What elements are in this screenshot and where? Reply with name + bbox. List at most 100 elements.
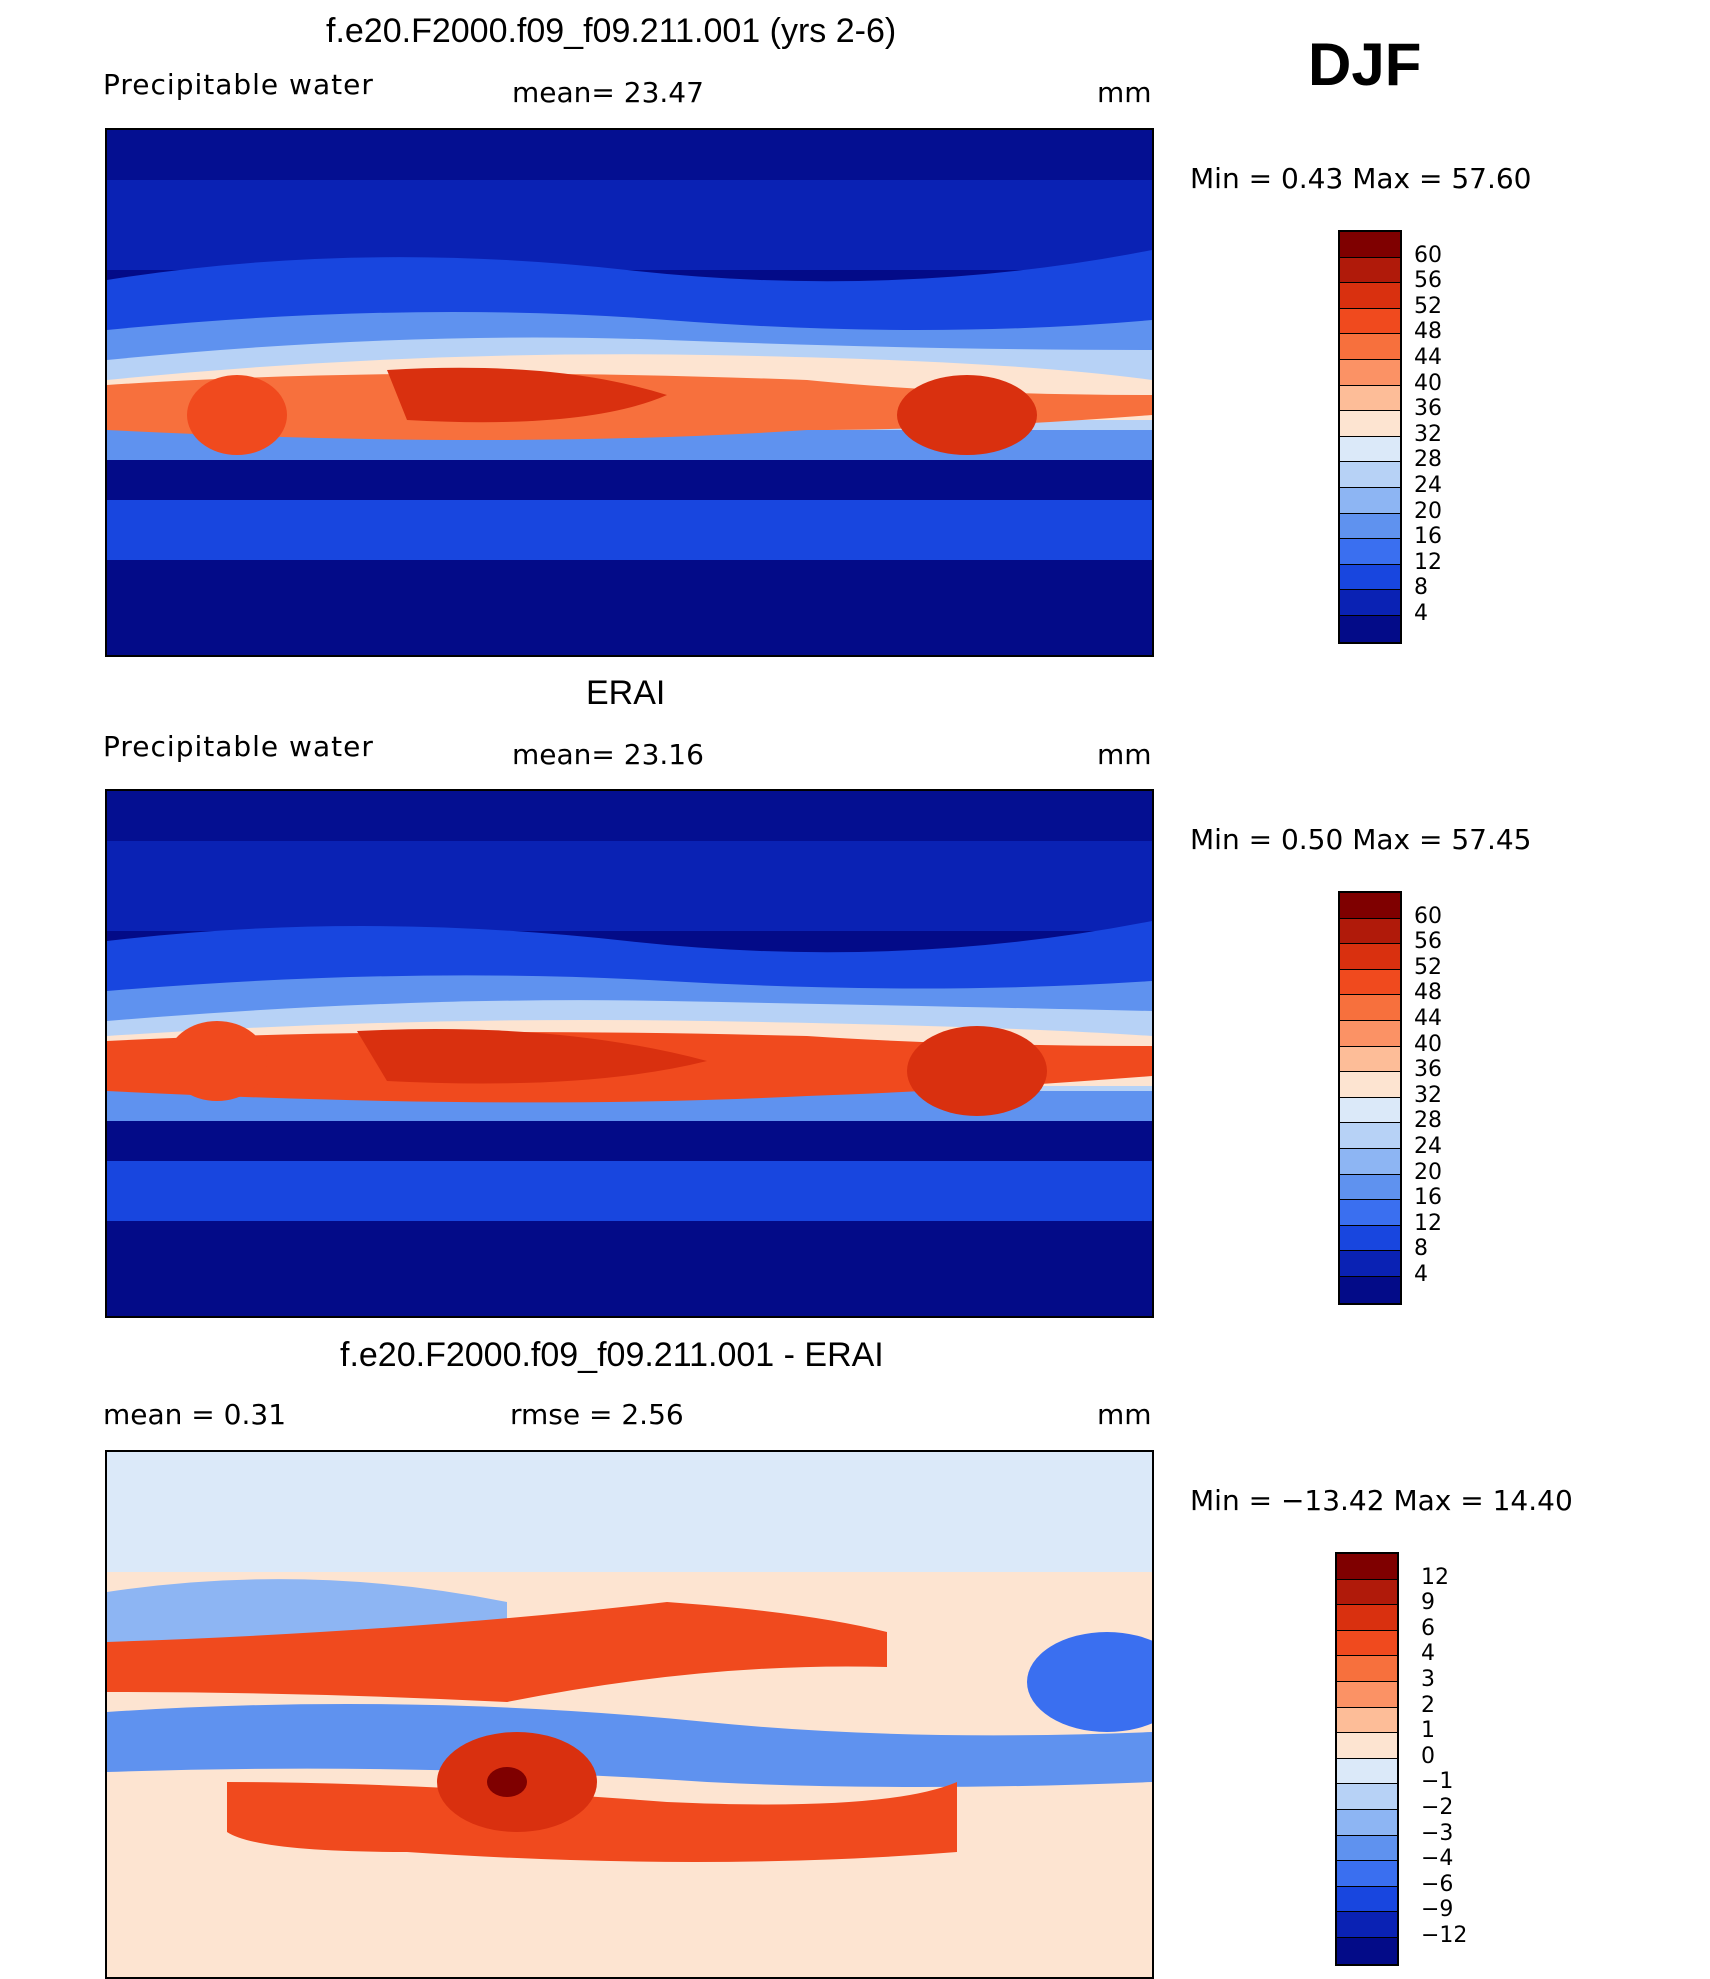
colorbar-tick-label: −4	[1421, 1846, 1454, 1872]
panel-rmse-label: rmse = 2.56	[510, 1398, 684, 1431]
colorbar-swatch	[1340, 1046, 1400, 1073]
colorbar-swatch	[1340, 308, 1400, 335]
map-model-precipitable-water	[105, 128, 1154, 657]
colorbar-swatch	[1340, 232, 1400, 258]
panel-variable-label: Precipitable water	[103, 730, 374, 763]
colorbar-tick-label: 56	[1414, 268, 1442, 294]
colorbar-swatch	[1337, 1835, 1397, 1862]
colorbar-tick-label: 48	[1414, 980, 1442, 1006]
colorbar-swatch	[1337, 1707, 1397, 1734]
colorbar-tick-label: 12	[1414, 549, 1442, 575]
colorbar-tick-label: 20	[1414, 498, 1442, 524]
colorbar-tick-label: 44	[1414, 1006, 1442, 1031]
colorbar-swatch	[1340, 1174, 1400, 1201]
colorbar-swatch	[1340, 1123, 1400, 1149]
colorbar-swatch	[1337, 1605, 1397, 1631]
colorbar-tick-label: 12	[1421, 1564, 1449, 1590]
colorbar-swatch	[1340, 969, 1400, 996]
colorbar-tick-label: 56	[1414, 929, 1442, 955]
colorbar-swatch	[1340, 1225, 1400, 1252]
colorbar-tick-label: 3	[1421, 1667, 1435, 1692]
colorbar-tick-label: 4	[1421, 1641, 1435, 1667]
colorbar-swatch	[1340, 1072, 1400, 1098]
colorbar-tick-label: 9	[1421, 1590, 1435, 1616]
colorbar-swatch	[1340, 283, 1400, 309]
colorbar-swatch	[1337, 1656, 1397, 1682]
colorbar-swatch	[1340, 1276, 1400, 1303]
panel-title: ERAI	[586, 674, 666, 712]
colorbar-tick-label: 16	[1414, 1185, 1442, 1211]
colorbar-swatch	[1340, 1251, 1400, 1277]
panel-variable-label: Precipitable water	[103, 68, 374, 101]
colorbar-tick-label: 52	[1414, 954, 1442, 980]
colorbar-swatch	[1340, 1020, 1400, 1047]
colorbar-swatch	[1340, 615, 1400, 642]
colorbar-swatch	[1337, 1579, 1397, 1606]
panel-minmax: Min = −13.42 Max = 14.40	[1190, 1484, 1573, 1517]
panel-units: mm	[1097, 1398, 1152, 1431]
colorbar-tick-label: 4	[1414, 1262, 1428, 1287]
colorbar-labels: 60 56 52 48 44 40 36 32 28 24 20 16 12 8 4	[1414, 230, 1474, 640]
colorbar-swatch	[1340, 995, 1400, 1021]
colorbar-swatch	[1340, 944, 1400, 970]
colorbar-tick-label: 24	[1414, 473, 1442, 498]
colorbar-tick-label: 12	[1414, 1210, 1442, 1236]
colorbar-tick-label: 36	[1414, 396, 1442, 422]
panel-units: mm	[1097, 76, 1152, 109]
colorbar-swatch	[1340, 359, 1400, 386]
colorbar-tick-label: 32	[1414, 421, 1442, 447]
colorbar-tick-label: 20	[1414, 1159, 1442, 1185]
colorbar-swatch	[1337, 1937, 1397, 1964]
colorbar-swatch	[1340, 334, 1400, 360]
panel-mean-label: mean= 23.47	[512, 76, 704, 109]
panel-mean-label: mean= 23.16	[512, 738, 704, 771]
colorbar-tick-label: 4	[1414, 601, 1428, 626]
colorbar-tick-label: 60	[1414, 903, 1442, 929]
map-difference-precipitable-water	[105, 1450, 1154, 1979]
colorbar-swatch	[1340, 1148, 1400, 1175]
colorbar-swatch	[1337, 1809, 1397, 1836]
map-reanalysis-precipitable-water	[105, 789, 1154, 1318]
colorbar-swatch	[1337, 1630, 1397, 1657]
colorbar-swatch	[1337, 1681, 1397, 1708]
colorbar-swatch	[1337, 1733, 1397, 1759]
colorbar-swatch	[1337, 1554, 1397, 1580]
panel-mean-label: mean = 0.31	[103, 1398, 287, 1431]
colorbar-tick-label: 60	[1414, 242, 1442, 268]
colorbar-tick-label: 16	[1414, 524, 1442, 550]
colorbar-tick-label: 28	[1414, 1108, 1442, 1134]
colorbar	[1338, 891, 1402, 1305]
colorbar-tick-label: 8	[1414, 1236, 1428, 1262]
panel-minmax: Min = 0.43 Max = 57.60	[1190, 162, 1532, 195]
colorbar-swatch	[1340, 436, 1400, 463]
colorbar-tick-label: −2	[1421, 1795, 1454, 1820]
colorbar-swatch	[1340, 1200, 1400, 1226]
colorbar-tick-label: −1	[1421, 1769, 1454, 1795]
colorbar-tick-label: 2	[1421, 1692, 1435, 1718]
colorbar-labels: 12 9 6 4 3 2 1 0 −1 −2 −3 −4 −6 −9 −12	[1421, 1552, 1481, 1962]
colorbar-swatch	[1337, 1861, 1397, 1887]
colorbar	[1335, 1552, 1399, 1966]
colorbar-tick-label: 40	[1414, 370, 1442, 396]
colorbar-tick-label: 32	[1414, 1082, 1442, 1108]
colorbar-swatch	[1340, 539, 1400, 565]
colorbar-swatch	[1340, 893, 1400, 919]
colorbar-swatch	[1337, 1784, 1397, 1810]
panel-title: f.e20.F2000.f09_f09.211.001 - ERAI	[340, 1336, 884, 1374]
colorbar-tick-label: −3	[1421, 1820, 1454, 1846]
colorbar-swatch	[1337, 1912, 1397, 1938]
colorbar-swatch	[1340, 411, 1400, 437]
colorbar-tick-label: 40	[1414, 1031, 1442, 1057]
colorbar-swatch	[1340, 257, 1400, 284]
colorbar-tick-label: 1	[1421, 1718, 1435, 1744]
panel-units: mm	[1097, 738, 1152, 771]
colorbar-tick-label: −6	[1421, 1871, 1454, 1897]
colorbar-swatch	[1340, 385, 1400, 412]
colorbar-swatch	[1337, 1886, 1397, 1913]
colorbar-tick-label: 8	[1414, 575, 1428, 601]
colorbar-tick-label: 28	[1414, 447, 1442, 473]
colorbar-swatch	[1340, 462, 1400, 488]
colorbar-tick-label: 0	[1421, 1743, 1435, 1769]
colorbar-tick-label: 36	[1414, 1057, 1442, 1083]
colorbar-tick-label: 48	[1414, 319, 1442, 345]
